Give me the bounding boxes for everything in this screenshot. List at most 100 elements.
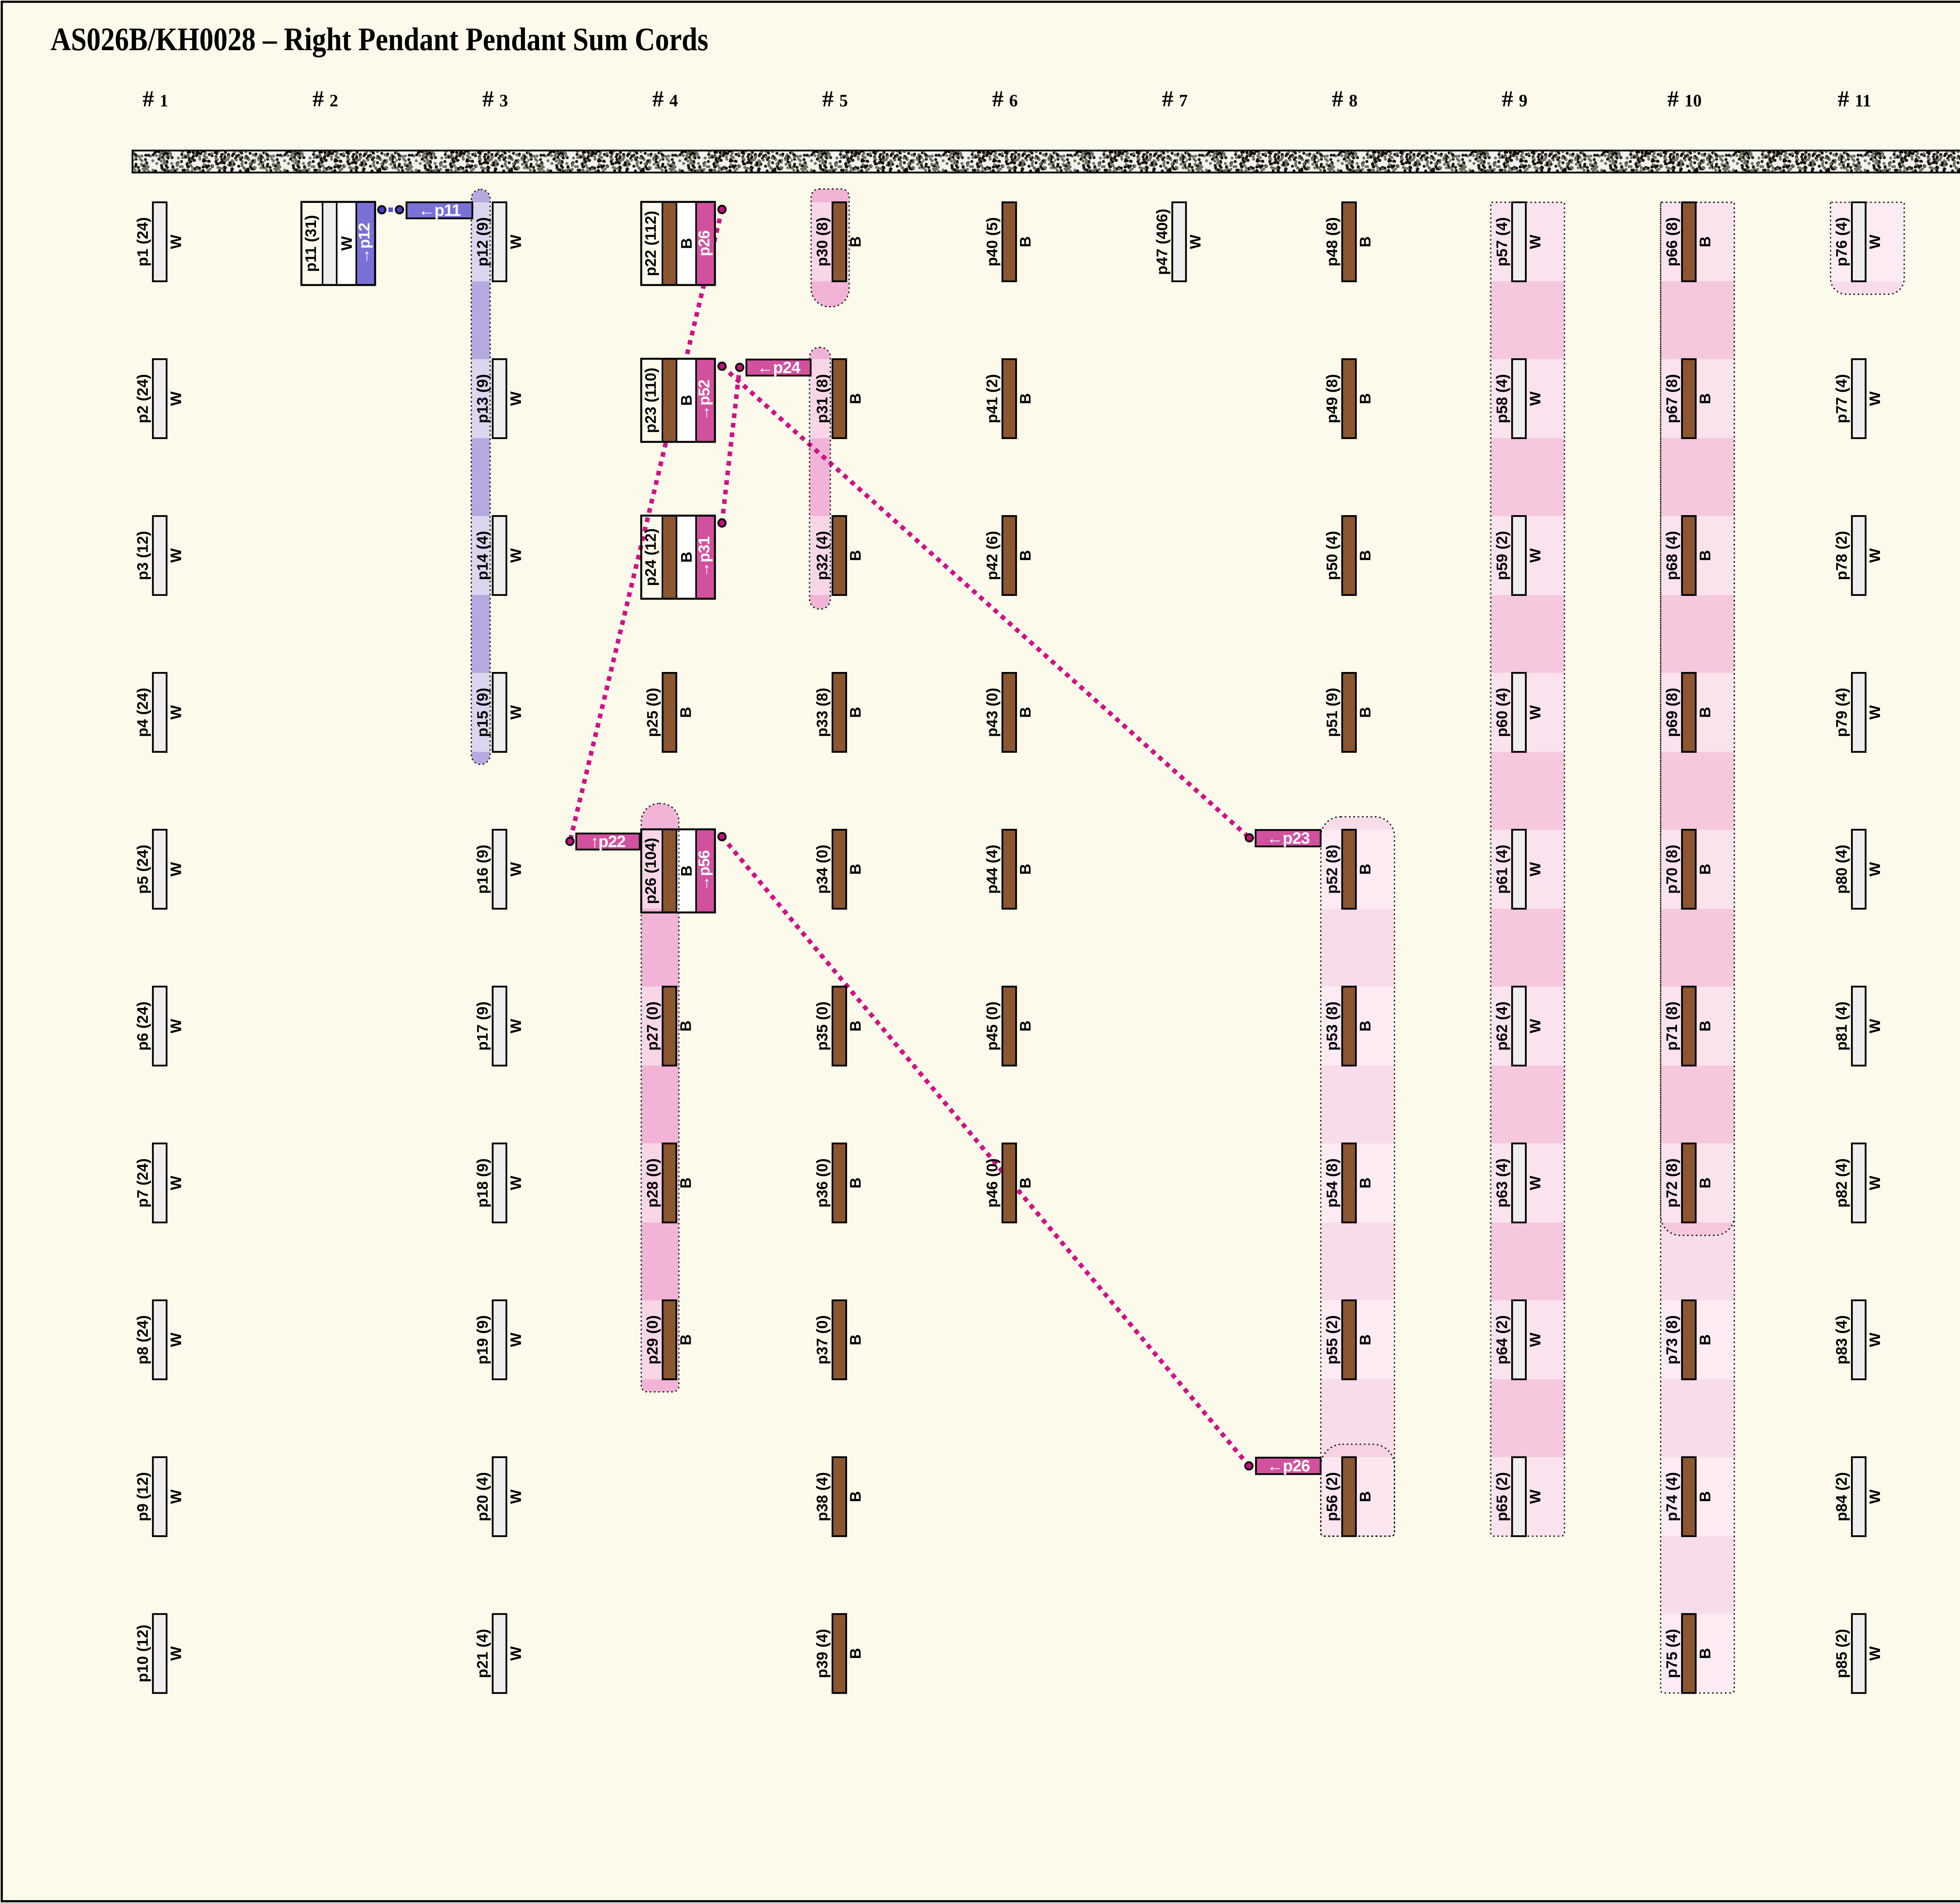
svg-text:W: W	[508, 548, 524, 563]
svg-text:W: W	[1527, 234, 1544, 249]
svg-text:p69 (8): p69 (8)	[1664, 688, 1681, 737]
svg-text:p51 (9): p51 (9)	[1324, 688, 1341, 737]
svg-text:B: B	[1357, 1021, 1374, 1031]
svg-text:p23 (110): p23 (110)	[642, 368, 659, 433]
svg-text:←p26: ←p26	[1267, 1456, 1310, 1475]
svg-text:p41 (2): p41 (2)	[984, 374, 1001, 423]
svg-text:p48 (8): p48 (8)	[1324, 217, 1341, 267]
svg-text:W: W	[168, 862, 185, 877]
svg-text:B: B	[1357, 236, 1374, 247]
svg-text:W: W	[508, 391, 524, 406]
svg-text:p21 (4): p21 (4)	[474, 1629, 491, 1678]
svg-text:W: W	[1867, 548, 1884, 563]
svg-text:p60 (4): p60 (4)	[1494, 688, 1510, 737]
svg-text:B: B	[848, 236, 864, 247]
svg-text:p81 (4): p81 (4)	[1833, 1001, 1850, 1051]
svg-text:p75 (4): p75 (4)	[1664, 1629, 1681, 1678]
svg-text:B: B	[1697, 707, 1714, 718]
svg-text:p40 (5): p40 (5)	[984, 217, 1001, 267]
svg-text:p70 (8): p70 (8)	[1664, 844, 1681, 894]
svg-text:W: W	[508, 234, 524, 249]
svg-text:B: B	[848, 1648, 864, 1659]
svg-text:p46 (0): p46 (0)	[984, 1159, 1001, 1208]
svg-text:W: W	[1527, 1333, 1544, 1347]
svg-text:B: B	[1017, 864, 1034, 875]
svg-text:B: B	[1017, 550, 1034, 561]
svg-text:W: W	[508, 1646, 524, 1661]
svg-text:B: B	[848, 864, 864, 875]
svg-text:p20 (4): p20 (4)	[474, 1472, 491, 1522]
svg-text:p54 (8): p54 (8)	[1324, 1159, 1341, 1208]
svg-text:→p12: →p12	[356, 223, 373, 264]
svg-text:p26: p26	[695, 231, 713, 256]
svg-text:p68 (4): p68 (4)	[1664, 531, 1681, 580]
svg-text:p4 (24): p4 (24)	[134, 688, 151, 737]
svg-text:p11 (31): p11 (31)	[303, 215, 319, 272]
svg-text:W: W	[1187, 234, 1204, 249]
svg-text:B: B	[677, 707, 694, 718]
svg-text:p37 (0): p37 (0)	[814, 1315, 831, 1365]
svg-text:B: B	[1697, 393, 1714, 404]
svg-text:B: B	[1017, 707, 1034, 718]
svg-text:p1 (24): p1 (24)	[134, 217, 151, 267]
svg-text:B: B	[848, 393, 864, 404]
svg-text:W: W	[168, 1333, 185, 1347]
svg-text:p12 (9): p12 (9)	[474, 217, 491, 267]
svg-text:# 3: # 3	[483, 86, 508, 111]
svg-text:W: W	[168, 234, 185, 249]
svg-text:# 2: # 2	[312, 86, 338, 111]
svg-text:p27 (0): p27 (0)	[644, 1001, 661, 1051]
svg-text:W: W	[168, 705, 185, 720]
svg-text:p62 (4): p62 (4)	[1494, 1001, 1510, 1051]
svg-text:p67 (8): p67 (8)	[1664, 374, 1681, 423]
svg-text:B: B	[848, 1491, 864, 1502]
svg-text:W: W	[1867, 862, 1884, 877]
svg-text:p19 (9): p19 (9)	[474, 1315, 491, 1365]
svg-text:B: B	[1017, 1021, 1034, 1031]
svg-text:p42 (6): p42 (6)	[984, 531, 1001, 580]
svg-text:W: W	[508, 1019, 524, 1033]
svg-text:←p23: ←p23	[1267, 829, 1310, 847]
svg-text:p15 (9): p15 (9)	[474, 688, 491, 737]
svg-text:W: W	[508, 1176, 524, 1190]
svg-text:B: B	[677, 1334, 694, 1345]
svg-text:p64 (2): p64 (2)	[1494, 1315, 1510, 1365]
svg-text:p50 (4): p50 (4)	[1324, 531, 1341, 580]
svg-text:# 11: # 11	[1838, 86, 1871, 111]
svg-text:p56 (2): p56 (2)	[1324, 1472, 1341, 1522]
svg-text:p73 (8): p73 (8)	[1664, 1315, 1681, 1365]
svg-text:p66 (8): p66 (8)	[1664, 217, 1681, 267]
svg-text:p14 (4): p14 (4)	[474, 531, 491, 580]
svg-text:→p31: →p31	[695, 536, 713, 577]
svg-text:# 9: # 9	[1502, 86, 1528, 111]
svg-text:p39 (4): p39 (4)	[814, 1629, 831, 1678]
svg-text:p61 (4): p61 (4)	[1494, 844, 1510, 894]
svg-text:B: B	[1357, 550, 1374, 561]
svg-text:p32 (4): p32 (4)	[814, 531, 831, 580]
svg-text:p35 (0): p35 (0)	[814, 1001, 831, 1051]
svg-text:B: B	[678, 552, 695, 563]
svg-text:p52 (8): p52 (8)	[1324, 844, 1341, 894]
svg-text:p10 (12): p10 (12)	[134, 1625, 151, 1682]
svg-text:p36 (0): p36 (0)	[814, 1159, 831, 1208]
svg-text:B: B	[1017, 1177, 1034, 1188]
svg-text:p71 (8): p71 (8)	[1664, 1001, 1681, 1051]
svg-text:W: W	[508, 862, 524, 877]
svg-text:p3 (12): p3 (12)	[134, 531, 151, 580]
svg-text:p9 (12): p9 (12)	[134, 1472, 151, 1522]
svg-text:p30 (8): p30 (8)	[814, 217, 831, 267]
svg-text:W: W	[1527, 1176, 1544, 1190]
svg-text:p31 (8): p31 (8)	[814, 374, 831, 423]
svg-text:W: W	[1867, 1646, 1884, 1661]
svg-text:W: W	[1867, 234, 1884, 249]
svg-text:p82 (4): p82 (4)	[1833, 1159, 1850, 1208]
svg-text:p63 (4): p63 (4)	[1494, 1159, 1510, 1208]
svg-text:B: B	[678, 395, 695, 406]
svg-text:p34 (0): p34 (0)	[814, 844, 831, 894]
svg-text:p45 (0): p45 (0)	[984, 1001, 1001, 1051]
svg-text:B: B	[677, 1177, 694, 1188]
svg-text:B: B	[1017, 236, 1034, 247]
svg-text:B: B	[1357, 1334, 1374, 1345]
svg-text:B: B	[1357, 707, 1374, 718]
svg-text:p25 (0): p25 (0)	[644, 688, 661, 737]
